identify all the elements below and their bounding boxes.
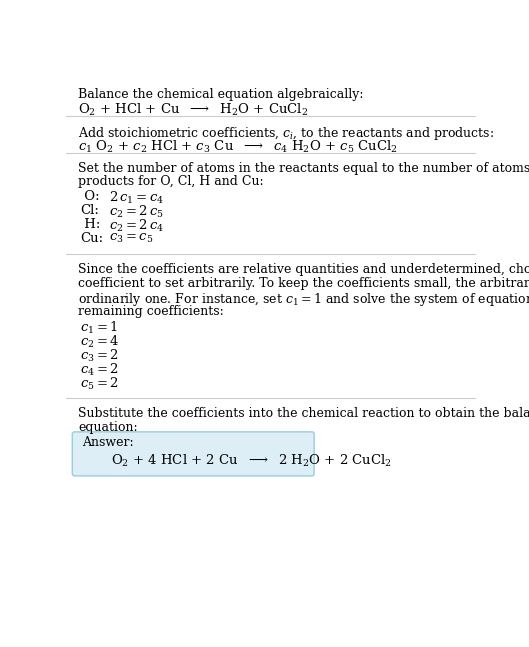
Text: $\mathrm{O_2}$ + HCl + Cu  $\longrightarrow$  $\mathrm{H_2}$O + CuCl$\mathrm{_2}: $\mathrm{O_2}$ + HCl + Cu $\longrightarr… xyxy=(78,102,309,118)
Text: $c_3 = c_5$: $c_3 = c_5$ xyxy=(109,232,153,245)
Text: $c_2 = 4$: $c_2 = 4$ xyxy=(80,334,120,350)
Text: products for O, Cl, H and Cu:: products for O, Cl, H and Cu: xyxy=(78,175,264,188)
FancyBboxPatch shape xyxy=(72,432,314,476)
Text: Add stoichiometric coefficients, $c_i$, to the reactants and products:: Add stoichiometric coefficients, $c_i$, … xyxy=(78,125,495,142)
Text: $c_2 = 2\,c_5$: $c_2 = 2\,c_5$ xyxy=(109,204,164,220)
Text: Substitute the coefficients into the chemical reaction to obtain the balanced: Substitute the coefficients into the che… xyxy=(78,407,529,420)
Text: Cu:: Cu: xyxy=(80,232,104,245)
Text: $c_2 = 2\,c_4$: $c_2 = 2\,c_4$ xyxy=(109,218,165,234)
Text: O:: O: xyxy=(80,190,100,203)
Text: Answer:: Answer: xyxy=(83,437,134,450)
Text: ordinarily one. For instance, set $c_1 = 1$ and solve the system of equations fo: ordinarily one. For instance, set $c_1 =… xyxy=(78,291,529,308)
Text: $c_1 = 1$: $c_1 = 1$ xyxy=(80,320,118,336)
Text: Set the number of atoms in the reactants equal to the number of atoms in the: Set the number of atoms in the reactants… xyxy=(78,162,529,175)
Text: equation:: equation: xyxy=(78,421,138,434)
Text: $c_1$ $\mathrm{O_2}$ + $c_2$ HCl + $c_3$ Cu  $\longrightarrow$  $c_4$ $\mathrm{H: $c_1$ $\mathrm{O_2}$ + $c_2$ HCl + $c_3$… xyxy=(78,139,398,155)
Text: coefficient to set arbitrarily. To keep the coefficients small, the arbitrary va: coefficient to set arbitrarily. To keep … xyxy=(78,277,529,290)
Text: Since the coefficients are relative quantities and underdetermined, choose a: Since the coefficients are relative quan… xyxy=(78,263,529,276)
Text: $c_5 = 2$: $c_5 = 2$ xyxy=(80,376,120,392)
Text: $c_4 = 2$: $c_4 = 2$ xyxy=(80,362,120,378)
Text: H:: H: xyxy=(80,218,101,231)
Text: $2\,c_1 = c_4$: $2\,c_1 = c_4$ xyxy=(109,190,165,206)
Text: remaining coefficients:: remaining coefficients: xyxy=(78,305,224,318)
Text: Cl:: Cl: xyxy=(80,204,99,217)
Text: Balance the chemical equation algebraically:: Balance the chemical equation algebraica… xyxy=(78,87,364,100)
Text: $c_3 = 2$: $c_3 = 2$ xyxy=(80,348,120,364)
Text: $\mathrm{O_2}$ + 4 HCl + 2 Cu  $\longrightarrow$  2 $\mathrm{H_2}$O + 2 CuCl$\ma: $\mathrm{O_2}$ + 4 HCl + 2 Cu $\longrigh… xyxy=(111,452,392,468)
